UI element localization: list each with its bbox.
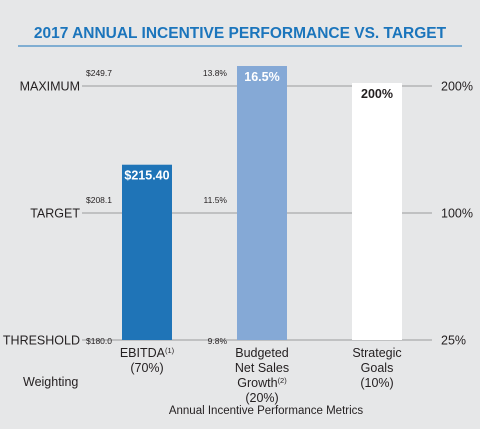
bar-2 [237,66,287,340]
threshold-level-label: THRESHOLD [3,334,80,348]
bar-1-target-scale: $208.1 [86,195,112,205]
bar-2-value-label: 16.5% [244,70,279,84]
bar-1-maximum-scale: $249.7 [86,68,112,78]
category-3-label-line-1: Strategic [352,346,401,360]
bar-1-value-label: $215.40 [124,169,169,183]
category-1-label-line-1: EBITDA(1) [120,346,175,361]
bar-3 [352,83,402,340]
category-1-label-line-2: (70%) [130,361,163,375]
threshold-payout-label: 25% [441,334,466,348]
weighting-label: Weighting [23,375,78,389]
target-level-label: TARGET [30,207,80,221]
category-2-label-line-4: (20%) [245,391,278,405]
maximum-level-label: MAXIMUM [20,80,80,94]
target-payout-label: 100% [441,207,473,221]
category-2-label-line-2: Net Sales [235,361,289,375]
bar-3-value-label: 200% [361,87,393,101]
bar-1-threshold-scale: $180.0 [86,336,112,346]
bar-2-maximum-scale: 13.8% [203,68,228,78]
bar-2-target-scale: 11.5% [204,195,228,205]
bar-1 [122,164,172,340]
category-2-label-line-1: Budgeted [235,346,289,360]
footnote-marker: (2) [278,376,288,385]
category-3-label-line-3: (10%) [360,376,393,390]
bar-2-threshold-scale: 9.8% [208,336,228,346]
chart-title: 2017 ANNUAL INCENTIVE PERFORMANCE VS. TA… [34,25,447,42]
category-2-label-line-3: Growth(2) [237,376,287,391]
category-3-label-line-2: Goals [361,361,394,375]
maximum-payout-label: 200% [441,80,473,94]
x-axis-title: Annual Incentive Performance Metrics [169,405,364,417]
footnote-marker: (1) [165,346,175,355]
